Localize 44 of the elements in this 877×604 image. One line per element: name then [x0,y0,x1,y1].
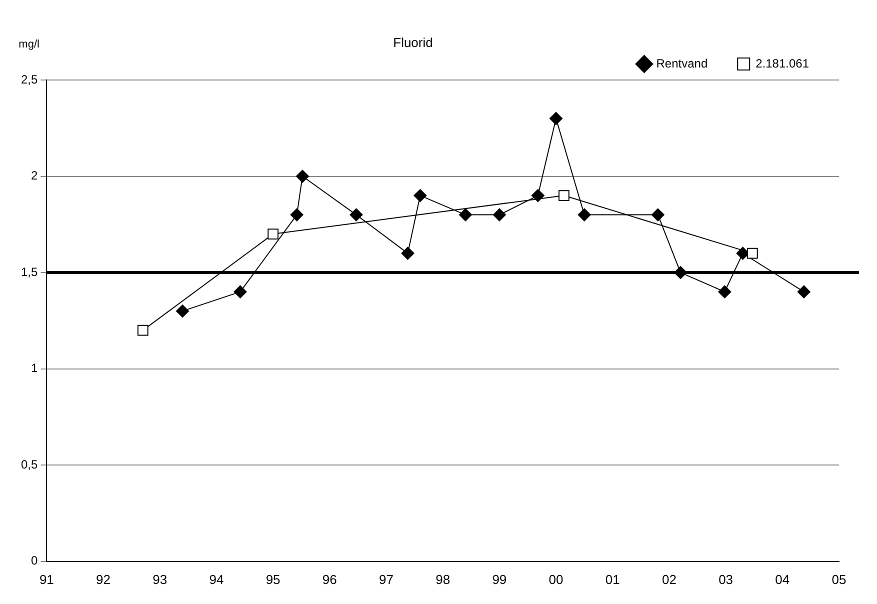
point [268,228,279,240]
x-tick-label: 04 [775,572,790,587]
point [558,190,570,201]
point [234,285,247,298]
point [350,208,363,222]
point [401,246,414,260]
x-tick-label: 94 [209,572,224,587]
point [718,285,732,298]
x-tick-label: 99 [492,572,507,587]
point [746,248,758,259]
y-axis-title: mg/l [18,38,40,51]
y-tick-label: 0 [30,554,38,568]
y-tick-label: 2,5 [20,72,38,86]
x-tick-label: 05 [832,572,846,587]
point [578,208,591,222]
x-tick-label: 91 [39,572,54,587]
x-tick-label: 97 [379,572,394,587]
chart-title: Fluorid [393,35,433,50]
legend-label: 2.181.061 [756,56,810,70]
x-tick-label: 00 [548,572,564,587]
x-tick-label: 95 [266,572,280,587]
point [492,208,506,222]
point [531,189,544,202]
point [296,170,309,183]
x-tick-label: 98 [436,572,450,587]
x-tick-label: 01 [605,572,620,587]
point [137,324,148,336]
point [550,112,563,126]
x-tick-label: 92 [96,572,111,587]
y-tick-label: 1,5 [20,264,38,279]
y-tick-label: 1 [30,361,38,376]
point [290,208,304,222]
legend-label: Rentvand [656,56,708,70]
x-tick-label: 93 [152,572,168,587]
point [651,208,664,222]
y-tick-label: 2 [30,168,38,183]
point [797,285,810,298]
x-tick-label: 02 [662,572,676,587]
point [176,304,190,318]
x-tick-label: 96 [322,572,337,587]
point [414,189,427,202]
point [458,208,472,222]
y-tick-label: 0,5 [20,457,38,472]
x-tick-label: 03 [718,572,734,587]
